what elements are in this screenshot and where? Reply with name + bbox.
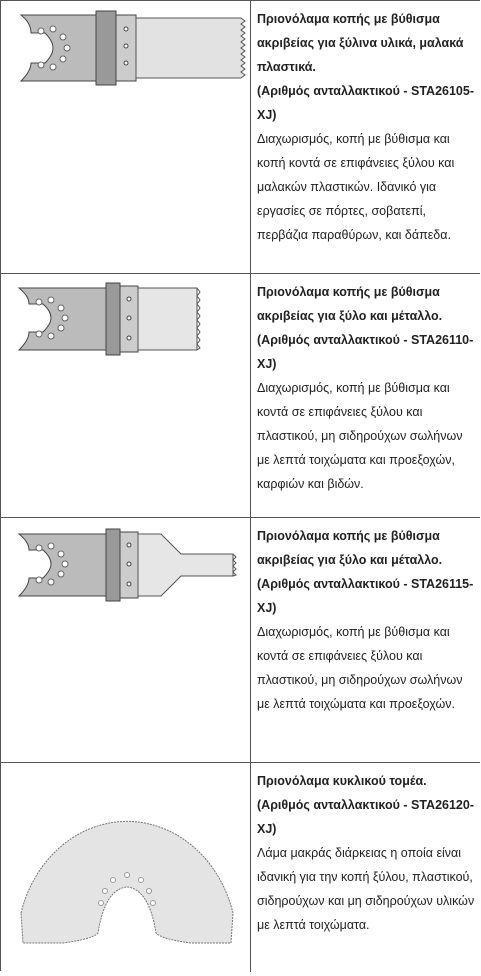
blade-description: Διαχωρισμός, κοπή με βύθισμα και κοπή κο… [257,132,455,242]
description-cell: Πριονόλαμα κοπής με βύθισμα ακριβείας γι… [251,1,480,273]
part-number: (Αριθμός ανταλλακτικού - STA26110-XJ) [257,333,474,371]
image-cell [1,763,251,972]
table-row: Πριονόλαμα κοπής με βύθισμα ακριβείας γι… [1,518,480,763]
description-cell: Πριονόλαμα κυκλικού τομέα. (Αριθμός αντα… [251,763,480,972]
blade-description: Διαχωρισμός, κοπή με βύθισμα και κοντά σ… [257,381,463,491]
part-number: (Αριθμός ανταλλακτικού - STA26105-XJ) [257,84,474,122]
description-cell: Πριονόλαμα κοπής με βύθισμα ακριβείας γι… [251,518,480,762]
blade-description: Λάμα μακράς διάρκειας η οποία είναι ιδαν… [257,846,475,932]
table-row: Πριονόλαμα κυκλικού τομέα. (Αριθμός αντα… [1,763,480,972]
blade-title: Πριονόλαμα κοπής με βύθισμα ακριβείας γι… [257,12,464,74]
image-cell [1,518,251,762]
description-cell: Πριονόλαμα κοπής με βύθισμα ακριβείας γι… [251,274,480,517]
table-row: Πριονόλαμα κοπής με βύθισμα ακριβείας γι… [1,1,480,274]
image-cell [1,274,251,517]
blade-title: Πριονόλαμα κοπής με βύθισμα ακριβείας γι… [257,529,443,567]
blade-description: Διαχωρισμός, κοπή με βύθισμα και κοντά σ… [257,625,463,711]
blade-title: Πριονόλαμα κυκλικού τομέα. [257,774,427,788]
part-number: (Αριθμός ανταλλακτικού - STA26120-XJ) [257,798,474,836]
blade-image [20,820,234,944]
part-number: (Αριθμός ανταλλακτικού - STA26115-XJ) [257,577,474,615]
blade-image [17,282,201,356]
blade-image [17,528,237,602]
image-cell [1,1,251,273]
table-row: Πριονόλαμα κοπής με βύθισμα ακριβείας γι… [1,274,480,518]
blade-image [19,10,246,86]
blade-title: Πριονόλαμα κοπής με βύθισμα ακριβείας γι… [257,285,443,323]
